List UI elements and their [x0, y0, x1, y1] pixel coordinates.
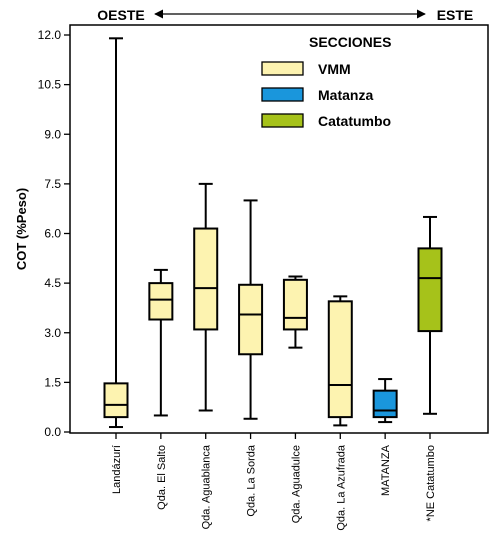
- y-tick-label: 3.0: [44, 326, 61, 340]
- box-4: [238, 199, 264, 420]
- legend-label-vmm: VMM: [318, 61, 351, 77]
- y-tick-label: 7.5: [44, 177, 61, 191]
- y-tick-label: 6.0: [44, 227, 61, 241]
- box-1: [103, 37, 129, 429]
- box-iqr: [193, 227, 219, 331]
- x-tick-label: Qda. La Azufrada: [335, 444, 347, 530]
- x-tick-label: Qda. Aguablanca: [201, 444, 213, 529]
- legend-label-matanza: Matanza: [318, 87, 373, 103]
- x-axis-ticks: Landázurí Qda. El Salto Qda. Aguablanca Qda…: [111, 433, 437, 531]
- box-iqr: [327, 300, 353, 419]
- box-iqr: [417, 247, 443, 333]
- box-iqr: [238, 283, 264, 356]
- legend-swatch-vmm: [261, 61, 304, 76]
- legend-title: SECCIONES: [309, 34, 391, 50]
- box-8: [417, 215, 443, 415]
- box-iqr: [103, 382, 129, 419]
- y-tick-label: 4.5: [44, 276, 61, 290]
- legend-label-catatumbo: Catatumbo: [318, 113, 391, 129]
- y-tick-label: 9.0: [44, 127, 61, 141]
- legend-items: VMM Matanza Catatumbo: [261, 61, 391, 129]
- y-tick-label: 12.0: [38, 28, 62, 42]
- box-7: [372, 378, 398, 424]
- direction-right-label: ESTE: [437, 7, 474, 23]
- y-tick-label: 10.5: [38, 78, 62, 92]
- legend-swatch-catatumbo: [261, 113, 304, 128]
- box-iqr: [282, 278, 308, 331]
- direction-left-label: OESTE: [97, 7, 144, 23]
- x-tick-label: MATANZA: [380, 444, 392, 496]
- x-tick-label: Qda. Aguadulce: [290, 445, 302, 523]
- box-2: [148, 268, 174, 417]
- box-3: [193, 182, 219, 412]
- box-5: [282, 275, 308, 349]
- x-tick-label: Landázurí: [111, 445, 123, 494]
- box-6: [327, 295, 353, 427]
- y-axis-ticks: 0.0 1.5 3.0 4.5 6.0 7.5 9.0 10.5 12.0: [38, 28, 70, 439]
- box-series: [103, 37, 443, 429]
- plot-frame: [69, 24, 489, 434]
- y-axis-label: COT (%Peso): [14, 188, 29, 270]
- box-iqr: [372, 389, 398, 419]
- y-tick-label: 0.0: [44, 425, 61, 439]
- y-tick-label: 1.5: [44, 375, 61, 389]
- x-tick-label: Qda. La Sorda: [246, 444, 258, 516]
- legend: SECCIONES VMM Matanza Catatumbo: [261, 34, 391, 129]
- legend-swatch-matanza: [261, 87, 304, 102]
- x-tick-label: *NE Catatumbo: [425, 445, 437, 521]
- x-tick-label: Qda. El Salto: [156, 445, 168, 510]
- box-iqr: [148, 282, 174, 321]
